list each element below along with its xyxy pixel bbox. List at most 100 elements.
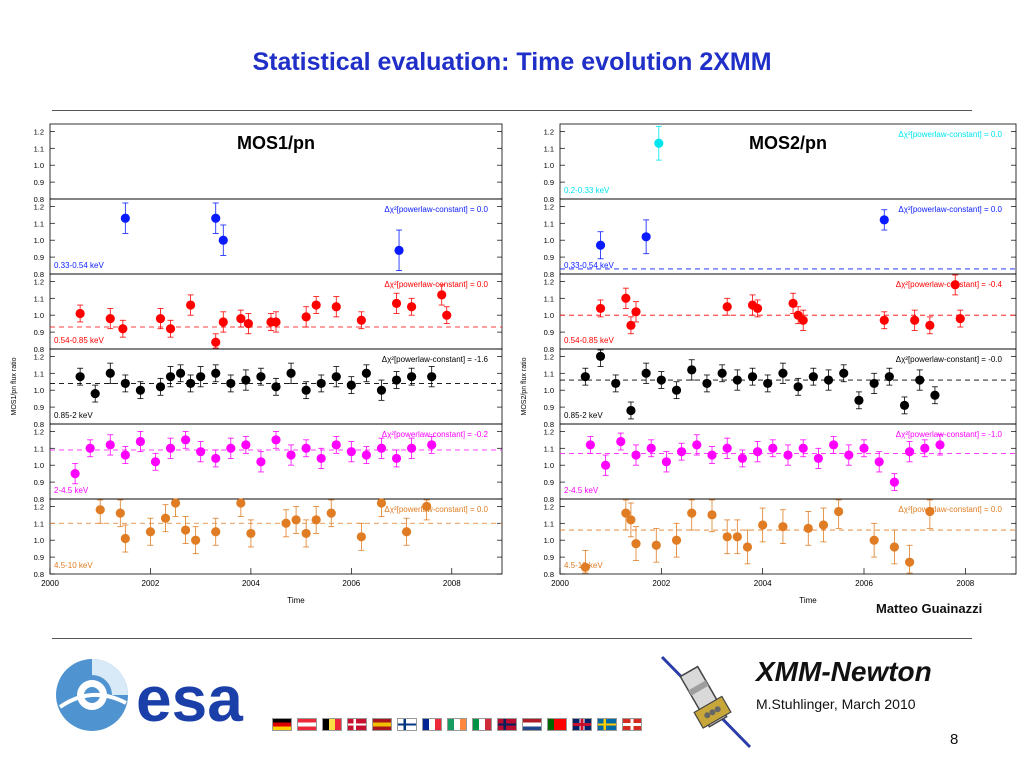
data-point [331,372,341,382]
flag-united-kingdom-icon [572,718,592,731]
data-point [580,562,590,572]
data-point [391,375,402,385]
data-point [301,312,311,322]
data-point [737,453,748,464]
data-point [246,528,256,539]
data-point [361,368,371,378]
data-point [839,368,849,378]
data-point [707,450,717,460]
data-point [879,215,889,225]
data-point [651,540,661,550]
band-label: 0.54-0.85 keV [564,336,614,345]
data-point [437,290,447,300]
data-point [788,298,798,308]
y-tick-label: 1.2 [544,202,554,211]
flag-belgium-icon [322,718,342,731]
data-point [925,506,935,517]
y-tick-label: 1.1 [34,219,44,228]
data-point [145,527,156,537]
y-tick-label: 1.2 [544,352,554,361]
data-point [661,457,672,467]
data-point [160,513,171,523]
data-point [899,400,910,411]
data-point [401,527,412,537]
y-tick-label: 0.8 [34,270,44,279]
data-point [135,436,145,447]
bottom-divider [52,638,972,639]
data-point [226,378,236,389]
y-tick-label: 0.9 [34,178,44,187]
data-point [631,307,641,317]
data-point [641,232,651,242]
flag-ireland-icon [447,718,467,731]
x-tick-label: 2000 [551,579,569,588]
band-label: 0.33-0.54 keV [564,261,614,270]
y-tick-label: 1.0 [544,161,554,170]
band-label: 0.54-0.85 keV [54,336,104,345]
data-point [732,532,742,542]
data-point [654,138,664,148]
y-tick-label: 0.9 [34,328,44,337]
data-point [361,450,371,460]
data-point [256,372,266,382]
y-tick-label: 0.9 [544,328,554,337]
band-label: 0.33-0.54 keV [54,261,104,270]
data-point [910,315,920,325]
data-point [427,440,437,450]
data-point [211,453,221,464]
author-credit: Matteo Guainazzi [876,601,983,616]
y-tick-label: 0.8 [544,195,554,204]
energy-band-panel: 0.8 0.9 1.0 1.1 1.2 4.5-10 keV Δχ²[powerlaw-co… [34,498,503,579]
flag-sweden-icon [597,718,617,731]
data-point [236,498,246,508]
data-point [356,532,366,542]
flag-germany-icon [272,718,292,731]
data-point [241,440,251,450]
x-tick-label: 2006 [855,579,873,588]
y-tick-label: 1.2 [544,427,554,436]
data-point [722,302,732,312]
data-point [778,368,788,378]
data-point [243,319,253,329]
y-tick-label: 1.2 [544,502,554,511]
data-point [301,443,311,453]
presentation-info: M.Stuhlinger, March 2010 [756,696,916,712]
y-tick-label: 1.0 [34,311,44,320]
data-point [75,308,85,319]
data-point [874,457,884,467]
data-point [859,443,869,453]
x-tick-label: 2008 [443,579,461,588]
data-point [236,313,246,324]
data-point [818,520,829,530]
data-point [601,460,611,470]
data-point [580,372,590,382]
esa-logo: esa [56,659,243,735]
data-point [621,508,631,518]
y-tick-label: 1.1 [34,294,44,303]
data-point [717,368,727,378]
data-point [211,368,221,378]
data-point [626,405,636,416]
y-tick-label: 1.0 [544,236,554,245]
energy-band-panel: 0.8 0.9 1.0 1.1 1.2 4.5-10 keV Δχ²[powerlaw-co… [544,498,1017,579]
data-point [181,525,191,535]
flag-denmark-icon [347,718,367,731]
data-point [407,302,417,312]
y-tick-label: 1.1 [34,144,44,153]
data-point [120,533,130,544]
data-point [889,477,900,487]
x-tick-label: 2004 [754,579,772,588]
band-label: 2-4.5 keV [54,486,89,495]
x-tick-label: 2002 [142,579,160,588]
data-point [829,440,839,450]
data-point [316,453,326,464]
y-tick-label: 1.1 [544,294,554,303]
data-point [732,375,742,385]
data-point [879,315,889,325]
data-point [869,378,879,389]
data-point [211,337,221,347]
band-label: 0.85-2 keV [54,411,93,420]
y-tick-label: 0.8 [34,570,44,579]
data-point [595,351,606,361]
data-point [935,440,945,450]
